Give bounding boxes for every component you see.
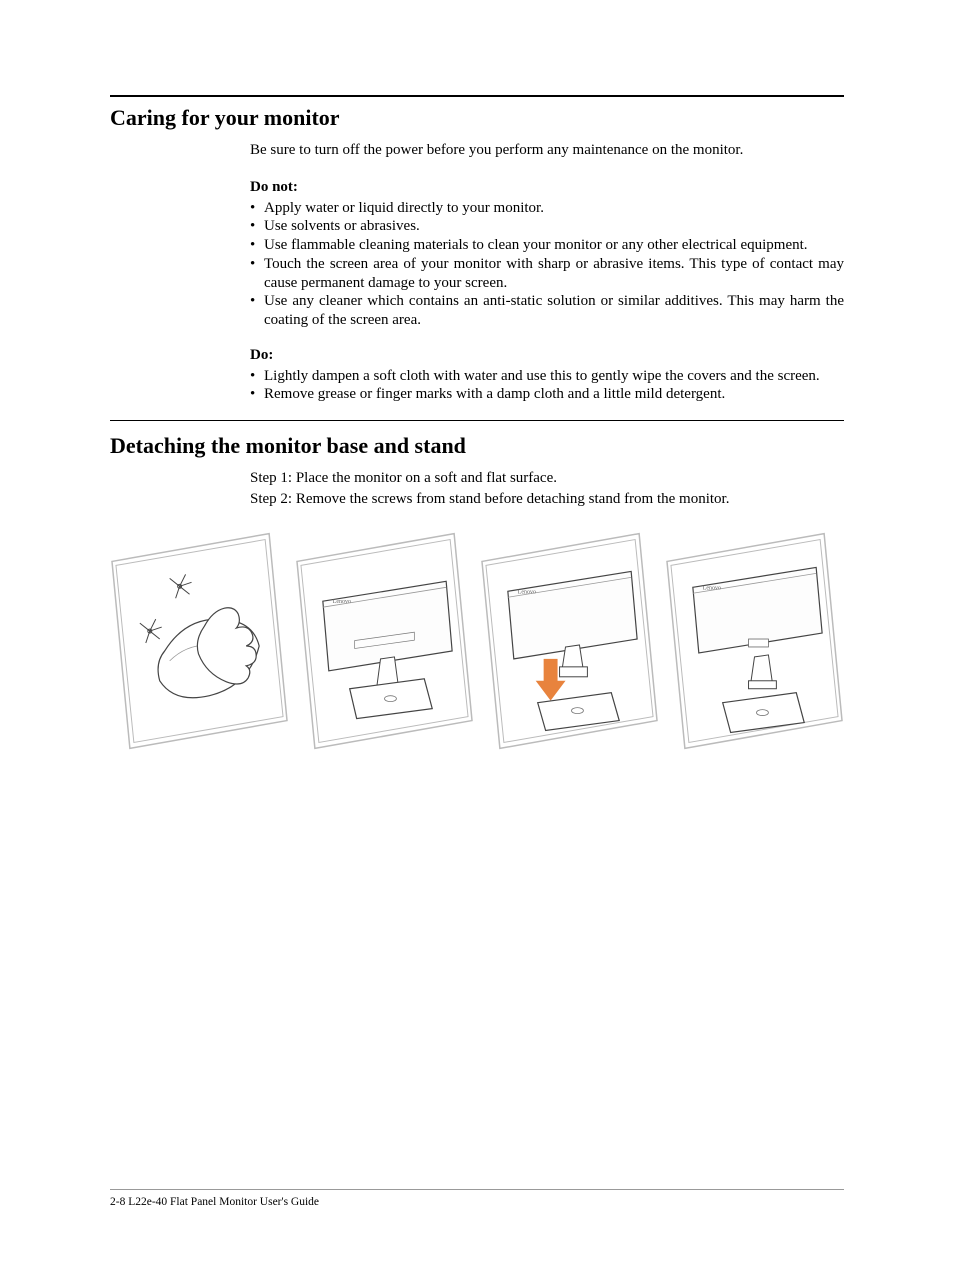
brand-label: Lenovo bbox=[518, 589, 536, 595]
brand-label: Lenovo bbox=[333, 599, 351, 605]
section-heading-caring: Caring for your monitor bbox=[110, 105, 844, 131]
panel-remove-stand: Lenovo bbox=[665, 531, 844, 751]
section1-body: Be sure to turn off the power before you… bbox=[250, 141, 844, 404]
arrow-down-icon bbox=[536, 658, 566, 700]
panel-remove-base: Lenovo bbox=[480, 531, 659, 751]
intro-text: Be sure to turn off the power before you… bbox=[250, 141, 844, 160]
section-divider bbox=[110, 95, 844, 97]
do-label: Do: bbox=[250, 346, 844, 365]
list-item: Apply water or liquid directly to your m… bbox=[250, 199, 844, 218]
list-item: Use any cleaner which contains an anti-s… bbox=[250, 292, 844, 330]
list-item: Use flammable cleaning materials to clea… bbox=[250, 236, 844, 255]
list-item: Use solvents or abrasives. bbox=[250, 217, 844, 236]
panel-cloth-clean bbox=[110, 531, 289, 751]
panel-monitor-back: Lenovo bbox=[295, 531, 474, 751]
step-text: Step 2: Remove the screws from stand bef… bbox=[250, 490, 844, 509]
section-divider bbox=[110, 420, 844, 421]
document-page: Caring for your monitor Be sure to turn … bbox=[0, 0, 954, 1268]
section2-body: Step 1: Place the monitor on a soft and … bbox=[250, 469, 844, 509]
section-heading-detaching: Detaching the monitor base and stand bbox=[110, 433, 844, 459]
list-item: Remove grease or finger marks with a dam… bbox=[250, 385, 844, 404]
step-text: Step 1: Place the monitor on a soft and … bbox=[250, 469, 844, 488]
page-footer: 2-8 L22e-40 Flat Panel Monitor User's Gu… bbox=[110, 1189, 844, 1208]
do-list: Lightly dampen a soft cloth with water a… bbox=[250, 367, 844, 405]
diagram-row: Lenovo Lenovo bbox=[110, 531, 844, 751]
footer-text: 2-8 L22e-40 Flat Panel Monitor User's Gu… bbox=[110, 1196, 319, 1208]
list-item: Lightly dampen a soft cloth with water a… bbox=[250, 367, 844, 386]
do-not-label: Do not: bbox=[250, 178, 844, 197]
brand-label: Lenovo bbox=[703, 585, 721, 591]
do-not-list: Apply water or liquid directly to your m… bbox=[250, 199, 844, 330]
list-item: Touch the screen area of your monitor wi… bbox=[250, 255, 844, 293]
